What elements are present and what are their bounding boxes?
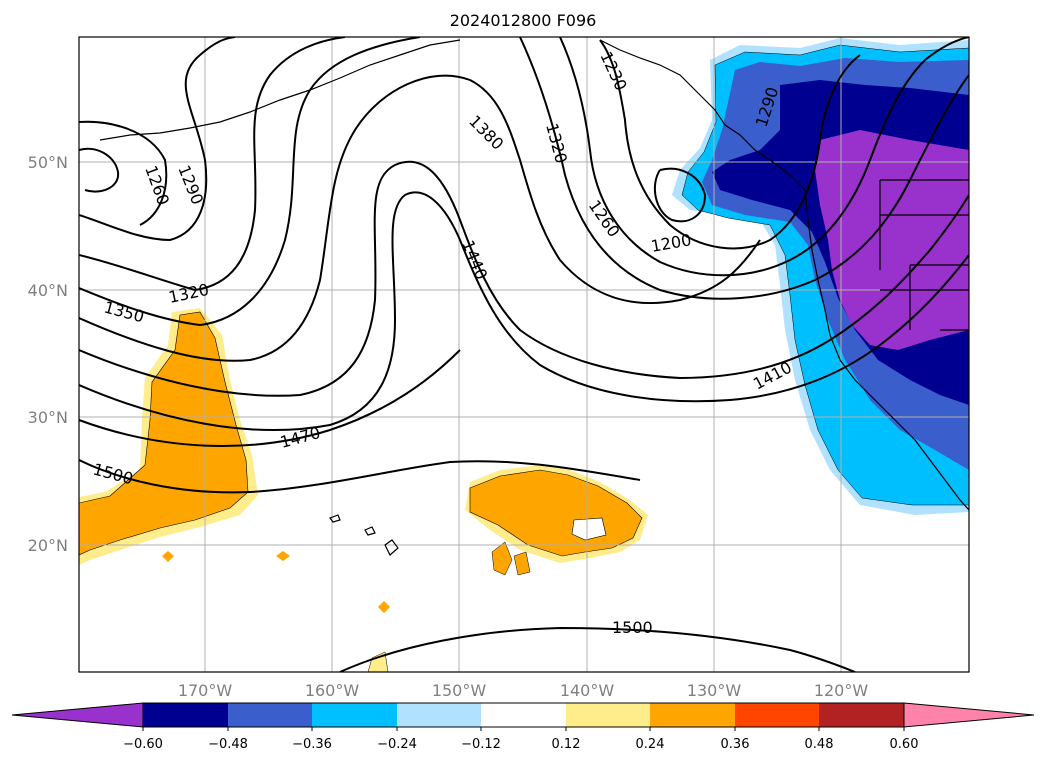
colorbar-tick-label: 0.24 — [636, 737, 665, 752]
anomaly-south — [367, 651, 389, 672]
contour-1230-trough — [599, 39, 861, 250]
hawaii-island-1 — [384, 539, 399, 556]
contour-low-west — [79, 147, 120, 193]
colorbar-segment — [566, 703, 650, 727]
lon-label: 150°W — [432, 681, 487, 700]
colorbar-segment — [650, 703, 735, 727]
anomaly-west-orange — [79, 311, 249, 556]
anomaly-dot-2 — [276, 551, 290, 561]
colorbar: −0.60 −0.48 −0.36 −0.24 −0.12 0.12 0.24 … — [11, 702, 1035, 752]
contour-1440 — [79, 191, 969, 432]
plot-frame — [78, 36, 970, 673]
contour-1200-trough — [653, 167, 707, 223]
anomaly-central-hole — [571, 517, 607, 541]
hawaii-island-2 — [364, 526, 376, 536]
colorbar-tick-marks — [142, 727, 905, 731]
contour-1500-west — [79, 459, 641, 494]
colorbar-segment — [819, 703, 904, 727]
us-west-coast — [804, 189, 969, 511]
lon-label: 130°W — [687, 681, 742, 700]
plot-area: 1260 1290 1320 1350 1230 1380 1320 1290 … — [79, 37, 969, 672]
colorbar-tick-label: −0.12 — [461, 737, 501, 752]
colorbar-tick-label: 0.48 — [805, 737, 834, 752]
colorbar-frame — [142, 702, 905, 728]
lon-label: 170°W — [178, 681, 233, 700]
anomaly-small-1 — [491, 541, 513, 576]
lon-label: 140°W — [560, 681, 615, 700]
colorbar-tick-label: −0.36 — [292, 737, 332, 752]
aleutian-chain — [99, 39, 461, 141]
colorbar-segment — [397, 703, 481, 727]
colorbar-tick-label: 0.36 — [721, 737, 750, 752]
anomaly-dot-1 — [162, 551, 174, 562]
contour-1500-south — [339, 626, 856, 672]
colorbar-segment — [481, 703, 566, 727]
colorbar-segment — [143, 703, 228, 727]
colorbar-segment — [735, 703, 819, 727]
height-contours — [79, 37, 969, 672]
colorbar-tick-label: −0.48 — [208, 737, 248, 752]
colorbar-segment — [312, 703, 397, 727]
colorbar-extend-high — [903, 702, 1035, 728]
contour-1290-trough — [519, 37, 969, 300]
colorbar-tick-label: −0.24 — [377, 737, 417, 752]
contour-1470 — [79, 349, 461, 447]
colorbar-extend-low — [11, 702, 144, 728]
lon-label: 120°W — [814, 681, 869, 700]
contour-1290-west — [79, 37, 236, 242]
colorbar-tick-label: 0.60 — [890, 737, 919, 752]
colorbar-tick-label: 0.12 — [552, 737, 581, 752]
lat-label: 30°N — [28, 408, 68, 427]
anomaly-small-2 — [513, 551, 531, 576]
longitude-labels: 170°W 160°W 150°W 140°W 130°W 120°W — [178, 681, 869, 700]
lon-label: 160°W — [305, 681, 360, 700]
latitude-labels: 50°N 40°N 30°N 20°N — [28, 153, 68, 555]
contour-1260-west — [79, 120, 168, 226]
coastlines — [99, 39, 969, 556]
hawaii-island-3 — [329, 514, 341, 523]
us-states-border — [879, 179, 969, 331]
lat-label: 50°N — [28, 153, 68, 172]
alaska-coast — [599, 39, 806, 191]
map-title: 2024012800 F096 — [450, 11, 597, 30]
anomaly-east-purple — [815, 130, 969, 350]
contour-1320-west — [79, 37, 346, 292]
colorbar-tick-label: −0.60 — [123, 737, 163, 752]
lat-label: 40°N — [28, 281, 68, 300]
contour-1350 — [79, 37, 421, 327]
contour-1380 — [79, 74, 761, 362]
anomaly-dot-3 — [378, 601, 390, 613]
colorbar-segment — [228, 703, 312, 727]
contour-label: 1500 — [612, 618, 653, 637]
positive-anomaly-fields — [79, 308, 648, 672]
contour-1410 — [79, 160, 969, 397]
contour-1260-trough — [559, 37, 969, 277]
lat-label: 20°N — [28, 536, 68, 555]
